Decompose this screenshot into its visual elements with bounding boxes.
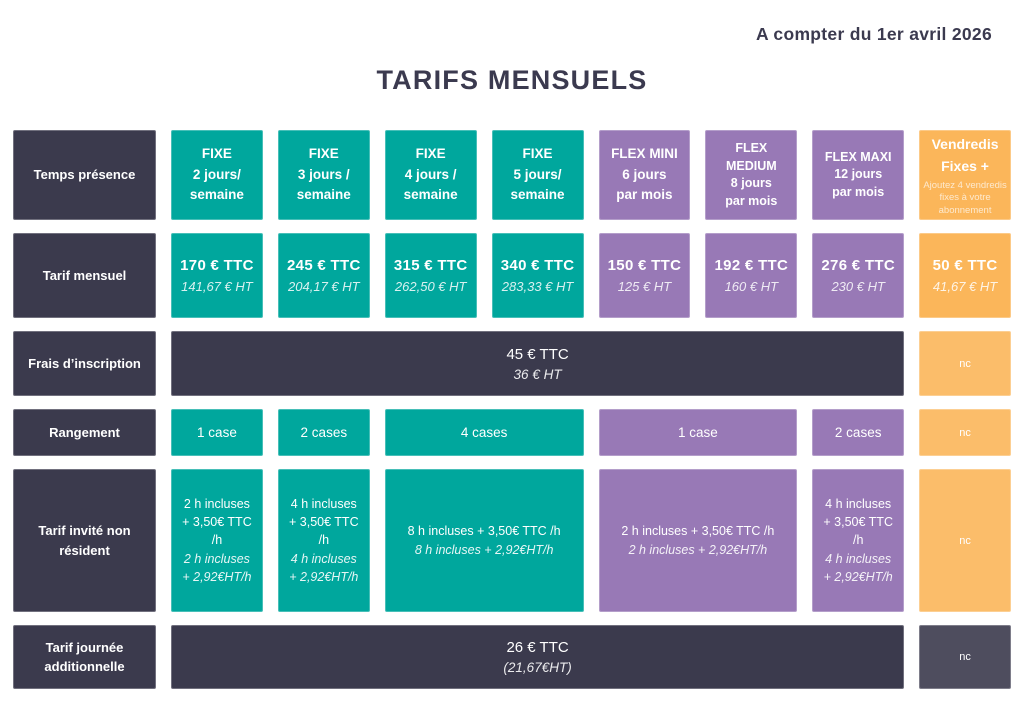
registration-nc-cell: nc [919,331,1011,396]
price-ttc: 4 h incluses + 3,50€ TTC /h [289,497,359,548]
guest-cell-flex-maxi: 4 h incluses + 3,50€ TTC /h 4 h incluses… [812,469,905,612]
monthly-cell-fixe-3: 245 € TTC 204,17 € HT [277,233,370,318]
storage-cell-fixe-2: 1 case [171,409,263,456]
price-ht: 230 € HT [831,279,885,294]
guest-cell-flex-mini-medium: 2 h incluses + 3,50€ TTC /h 2 h incluses… [598,469,798,612]
storage-cell-flex-maxi: 2 cases [812,409,905,456]
registration-bar: 45 € TTC 36 € HT [171,331,905,396]
price-ttc: 192 € TTC [714,257,789,274]
header-cell-flex-maxi: FLEX MAXI 12 jours par mois [812,130,905,220]
price-ht: 283,33 € HT [501,279,574,294]
price-ht: 262,50 € HT [394,279,467,294]
price-ht: 4 h incluses + 2,92€HT/h [823,551,893,584]
price-ht: 141,67 € HT [181,279,253,294]
price-ht: 41,67 € HT [932,279,998,294]
price-ttc: 276 € TTC [821,257,895,274]
pricing-table: Temps présence FIXE 2 jours/ semaine FIX… [0,130,1024,689]
monthly-cell-flex-maxi: 276 € TTC 230 € HT [812,233,905,318]
row-label-tarif-mensuel: Tarif mensuel [13,233,156,318]
guest-cell-fixe-3: 4 h incluses + 3,50€ TTC /h 4 h incluses… [277,469,370,612]
storage-cell-fixe-3: 2 cases [277,409,370,456]
monthly-cell-flex-mini: 150 € TTC 125 € HT [598,233,691,318]
header-cell-fixe-3: FIXE 3 jours / semaine [277,130,370,220]
price-ht: 8 h incluses + 2,92€HT/h [414,542,554,557]
header-cell-flex-mini: FLEX MINI 6 jours par mois [598,130,691,220]
price-ttc: 2 h incluses + 3,50€ TTC /h [182,497,252,548]
row-label-journee-additionnelle: Tarif journée additionnelle [13,625,156,689]
price-ttc: 4 h incluses + 3,50€ TTC /h [823,497,893,548]
extraday-nc-cell: nc [919,625,1011,689]
guest-cell-fixe-4-5: 8 h incluses + 3,50€ TTC /h 8 h incluses… [384,469,584,612]
row-label-rangement: Rangement [13,409,156,456]
price-ht: 160 € HT [724,279,779,294]
price-ht: 125 € HT [617,279,672,294]
extraday-bar: 26 € TTC (21,67€HT) [171,625,905,689]
price-ht: 2 h incluses + 2,92€HT/h [182,551,252,584]
price-ht: 36 € HT [513,366,562,382]
price-ht: 4 h incluses + 2,92€HT/h [289,551,359,584]
price-ttc: 2 h incluses + 3,50€ TTC /h [621,524,775,539]
header-cell-fixe-5: FIXE 5 jours/ semaine [491,130,584,220]
monthly-cell-fixe-2: 170 € TTC 141,67 € HT [171,233,263,318]
price-ttc: 8 h incluses + 3,50€ TTC /h [407,524,561,539]
monthly-cell-fixe-4: 315 € TTC 262,50 € HT [384,233,477,318]
header-cell-vendredis: Vendredis Fixes + Ajoutez 4 vendredis fi… [919,130,1011,220]
page-title: TARIFS MENSUELS [376,65,648,95]
monthly-cell-fixe-5: 340 € TTC 283,33 € HT [491,233,584,318]
header-cell-fixe-4: FIXE 4 jours / semaine [384,130,477,220]
storage-nc-cell: nc [919,409,1011,456]
monthly-cell-flex-medium: 192 € TTC 160 € HT [705,233,798,318]
header-cell-fixe-2: FIXE 2 jours/ semaine [171,130,263,220]
price-ttc: 315 € TTC [393,257,468,274]
row-label-tarif-invite: Tarif invité non résident [13,469,156,612]
price-ht: 2 h incluses + 2,92€HT/h [628,542,768,557]
row-label-temps-presence: Temps présence [13,130,156,220]
effective-date: A compter du 1er avril 2026 [755,24,992,44]
storage-cell-fixe-4-5: 4 cases [384,409,584,456]
guest-nc-cell: nc [919,469,1011,612]
price-ttc: 26 € TTC [506,639,569,656]
price-ttc: 45 € TTC [506,345,569,363]
price-ttc: 340 € TTC [500,257,575,274]
header-cell-flex-medium: FLEX MEDIUM 8 jours par mois [705,130,798,220]
vendredis-note: Ajoutez 4 vendredis fixes à votre abonne… [923,179,1007,216]
price-ttc: 170 € TTC [180,257,254,274]
guest-cell-fixe-2: 2 h incluses + 3,50€ TTC /h 2 h incluses… [171,469,263,612]
monthly-cell-vendredis: 50 € TTC 41,67 € HT [919,233,1011,318]
price-ttc: 245 € TTC [287,257,361,274]
price-ht: (21,67€HT) [503,660,572,675]
storage-cell-flex-mini-medium: 1 case [598,409,798,456]
price-ttc: 50 € TTC [932,257,998,274]
price-ht: 204,17 € HT [288,279,360,294]
row-label-frais-inscription: Frais d’inscription [13,331,156,396]
price-ttc: 150 € TTC [607,257,682,274]
vendredis-title: Vendredis Fixes + [931,136,999,175]
